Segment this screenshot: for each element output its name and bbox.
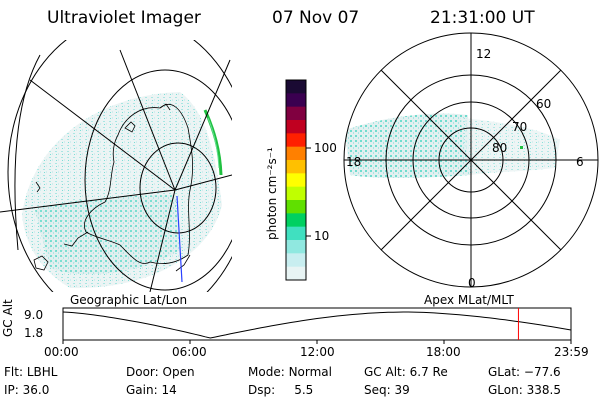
colorbar [285,79,311,281]
colorbar-cell [286,146,306,161]
colorbar-cell [286,160,306,174]
status-gc-alt: GC Alt: 6.7 Re [364,365,448,379]
status-gain: Gain: 14 [126,383,177,397]
mlt-label-6: 6 [576,155,584,169]
instrument-title: Ultraviolet Imager [47,8,201,28]
status-mode: Mode: Normal [248,365,332,379]
altitude-xtick-2: 12:00 [300,345,335,359]
altitude-ytick-min: 1.8 [24,326,44,340]
colorbar-cell [286,173,306,188]
colorbar-cell [286,240,306,254]
left-panel-caption: Geographic Lat/Lon [70,293,188,307]
colorbar-cell [286,253,306,268]
colorbar-tick-10: 10 [314,229,330,243]
status-seq: Seq: 39 [364,383,410,397]
colorbar-cell [286,93,306,108]
geographic-map [0,40,232,292]
colorbar-cell [286,226,306,241]
colorbar-tick-100: 100 [314,141,337,155]
status-ip: IP: 36.0 [4,383,50,397]
colorbar-cell [286,80,306,94]
altitude-plot [62,307,572,344]
mlt-label-0: 0 [468,276,476,290]
colorbar-unit-label: photon cm⁻²s⁻¹ [265,147,279,240]
altitude-xtick-4: 23:59 [554,345,589,359]
altitude-ylabel: GC Alt [1,299,15,337]
status-glon: GLon: 338.5 [488,383,561,397]
colorbar-cell [286,266,306,281]
time-label: 21:31:00 UT [430,8,535,28]
date-label: 07 Nov 07 [272,8,360,28]
status-flt: Flt: LBHL [4,365,58,379]
mlt-label-18: 18 [346,155,362,169]
lat-label-80: 80 [492,141,508,155]
colorbar-cell [286,186,306,201]
altitude-ytick-max: 9.0 [24,308,44,322]
altitude-xtick-0: 00:00 [44,345,79,359]
status-dsp: Dsp: 5.5 [248,383,314,397]
status-glat: GLat: −77.6 [488,365,561,379]
mlt-label-12: 12 [476,47,492,61]
altitude-xtick-3: 18:00 [426,345,461,359]
status-door: Door: Open [126,365,195,379]
lat-label-60: 60 [536,97,552,111]
meridian-trace [176,195,183,283]
polar-plot [343,32,599,288]
colorbar-cell [286,120,306,134]
colorbar-cell [286,213,306,228]
right-panel-caption: Apex MLat/MLT [424,293,514,307]
colorbar-cell [286,133,306,148]
colorbar-cell [286,200,306,214]
lat-label-70: 70 [512,120,528,134]
altitude-xtick-1: 06:00 [172,345,207,359]
colorbar-cell [286,106,306,121]
